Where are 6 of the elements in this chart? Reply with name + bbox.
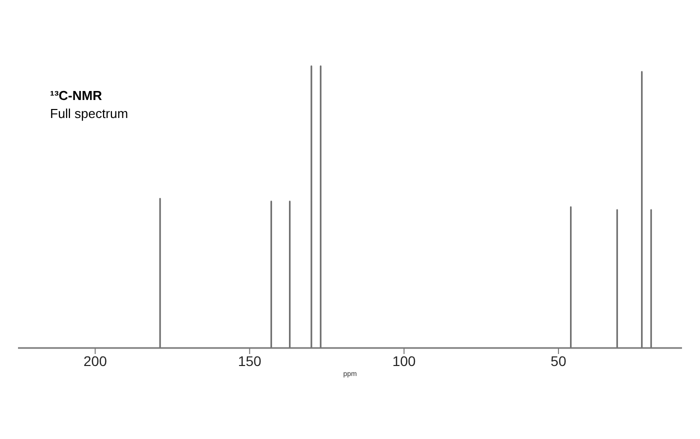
x-tick-label: 200 (84, 352, 108, 369)
x-tick-label: 150 (238, 352, 262, 369)
text: Full spectrum (50, 106, 128, 121)
x-tick-label: 50 (550, 352, 566, 369)
x-tick-label: 100 (392, 352, 416, 369)
text: ¹³C-NMR (50, 88, 102, 103)
